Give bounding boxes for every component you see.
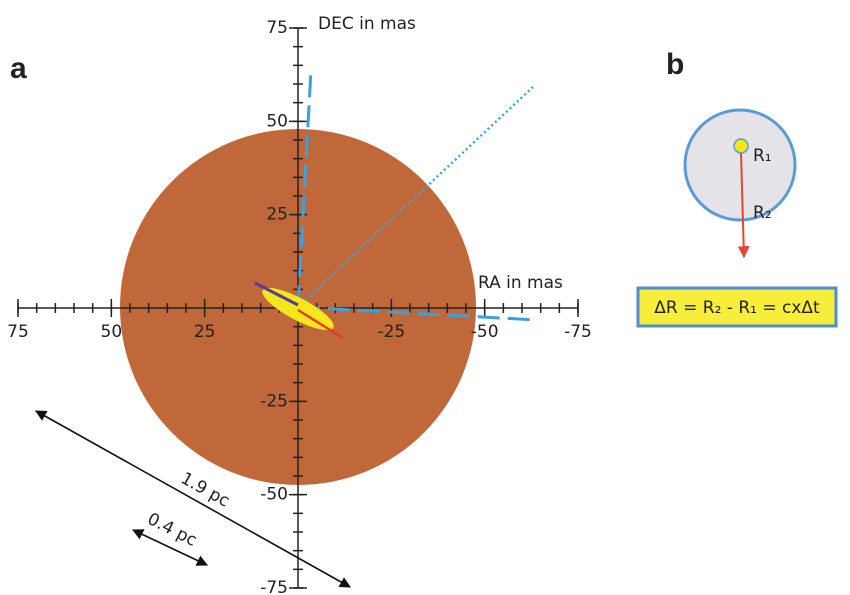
- y-axis-label: DEC in mas: [318, 14, 416, 34]
- panel-label: b: [666, 48, 684, 81]
- y-tick-label: -75: [260, 578, 288, 595]
- inner-sphere: [734, 139, 748, 153]
- x-tick-label: -75: [564, 322, 592, 342]
- panel-label: a: [10, 52, 27, 85]
- y-tick-label: 75: [266, 18, 288, 38]
- formula: ΔR = R₂ - R₁ = cxΔt: [654, 298, 820, 318]
- x-tick-label: 25: [194, 322, 216, 342]
- y-tick-label: 25: [266, 205, 288, 225]
- x-tick-label: -25: [377, 322, 405, 342]
- scale-label: 0.4 pc: [144, 509, 200, 551]
- y-tick-label: 50: [266, 111, 288, 131]
- x-tick-label: -50: [471, 322, 499, 342]
- outer-sphere: [685, 110, 795, 220]
- figure: 75 50 25 -25 -50 -75 75 50 25 -25 -50 -75 a DEC in …: [0, 0, 850, 595]
- y-tick-label: -50: [260, 485, 288, 505]
- y-tick-label: -25: [260, 391, 288, 411]
- r2-label: R₂: [753, 203, 772, 223]
- x-tick-label: 75: [7, 322, 29, 342]
- r1-label: R₁: [753, 146, 772, 166]
- x-axis-label: RA in mas: [478, 273, 563, 293]
- x-tick-label: 50: [101, 322, 123, 342]
